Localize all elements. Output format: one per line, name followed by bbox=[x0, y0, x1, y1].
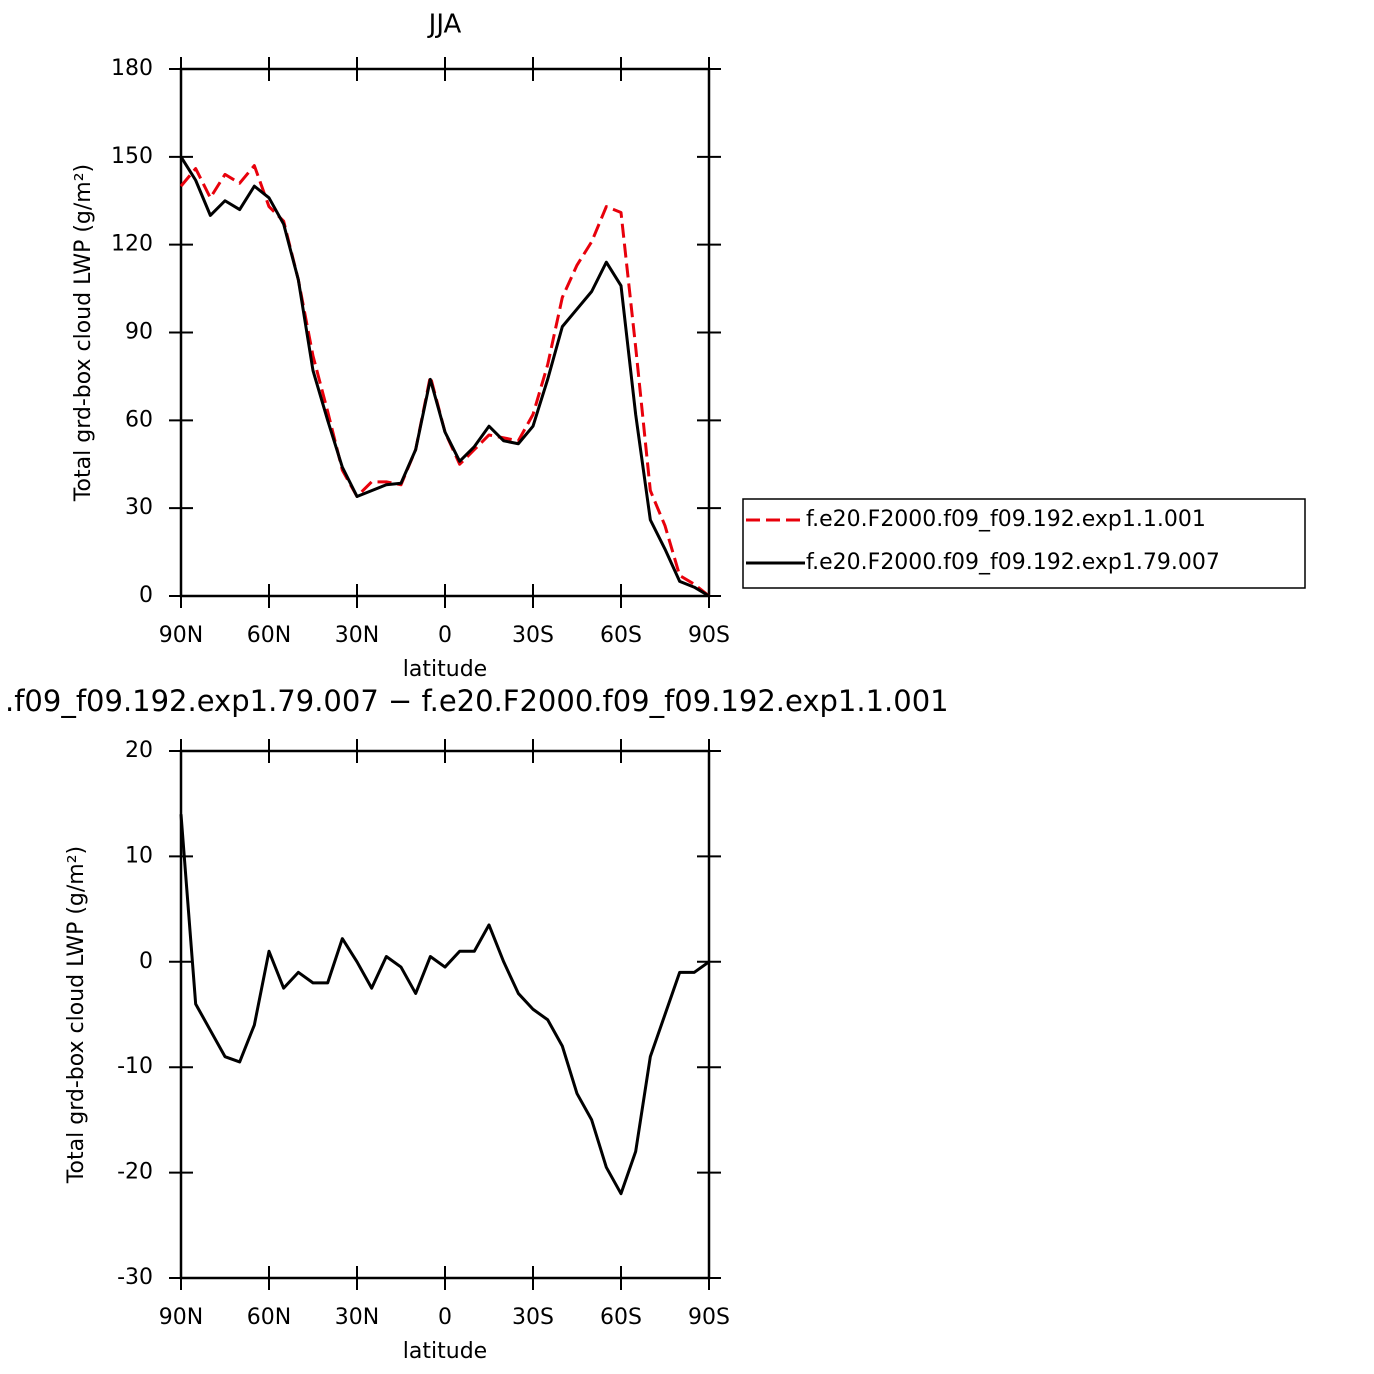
legend-label: f.e20.F2000.f09_f09.192.exp1.1.001 bbox=[806, 507, 1206, 532]
x-tick-label: 90N bbox=[159, 1305, 203, 1330]
chart-title: .f09_f09.192.exp1.79.007 − f.e20.F2000.f… bbox=[5, 684, 949, 718]
y-tick-label: 0 bbox=[139, 949, 153, 974]
x-tick-label: 30N bbox=[335, 1305, 379, 1330]
y-tick-label: 20 bbox=[125, 738, 153, 763]
x-tick-label: 30S bbox=[512, 1305, 554, 1330]
y-tick-label: 120 bbox=[111, 232, 153, 257]
legend-label: f.e20.F2000.f09_f09.192.exp1.79.007 bbox=[806, 550, 1220, 575]
x-tick-label: 30N bbox=[335, 623, 379, 648]
y-tick-label: -30 bbox=[117, 1265, 153, 1290]
x-tick-label: 0 bbox=[438, 1305, 452, 1330]
y-tick-label: 180 bbox=[111, 56, 153, 81]
x-tick-label: 30S bbox=[512, 623, 554, 648]
chart-title: JJA bbox=[427, 10, 462, 40]
y-tick-label: 10 bbox=[125, 843, 153, 868]
y-tick-label: -10 bbox=[117, 1054, 153, 1079]
x-tick-label: 0 bbox=[438, 623, 452, 648]
y-axis-label: Total grd-box cloud LWP (g/m²) bbox=[71, 164, 96, 502]
y-tick-label: 150 bbox=[111, 144, 153, 169]
x-axis-label: latitude bbox=[403, 657, 487, 682]
x-tick-label: 90N bbox=[159, 623, 203, 648]
plot-frame bbox=[179, 67, 711, 598]
plot-frame bbox=[179, 749, 711, 1280]
y-tick-label: 0 bbox=[139, 583, 153, 608]
x-tick-label: 60N bbox=[247, 1305, 291, 1330]
y-tick-label: -20 bbox=[117, 1160, 153, 1185]
x-tick-label: 60S bbox=[600, 1305, 642, 1330]
data-line bbox=[179, 814, 710, 1196]
x-axis-label: latitude bbox=[403, 1339, 487, 1364]
data-line bbox=[179, 164, 710, 598]
x-tick-label: 90S bbox=[688, 623, 730, 648]
x-tick-label: 60S bbox=[600, 623, 642, 648]
x-tick-label: 90S bbox=[688, 1305, 730, 1330]
y-tick-label: 30 bbox=[125, 495, 153, 520]
data-line bbox=[179, 156, 710, 598]
y-tick-label: 60 bbox=[125, 407, 153, 432]
y-axis-label: Total grd-box cloud LWP (g/m²) bbox=[64, 846, 89, 1184]
x-tick-label: 60N bbox=[247, 623, 291, 648]
legend-box bbox=[742, 498, 1306, 589]
y-tick-label: 90 bbox=[125, 320, 153, 345]
